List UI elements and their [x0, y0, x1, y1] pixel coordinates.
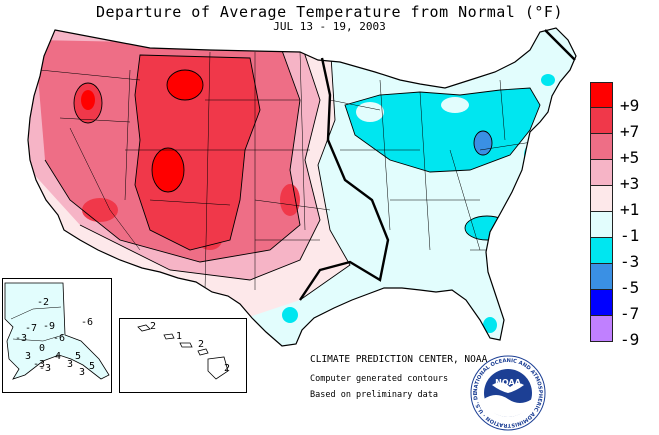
legend-swatch [590, 264, 613, 290]
alaska-label: -9 [43, 321, 56, 332]
alaska-label: -3 [15, 333, 28, 344]
legend-item: -3 [590, 238, 659, 270]
legend-item: +5 [590, 134, 659, 166]
hawaii-shape [137, 324, 229, 380]
legend-label: -5 [620, 278, 640, 297]
legend-label: -3 [620, 252, 640, 271]
legend-label: +9 [620, 96, 640, 115]
alaska-label: 5 [75, 351, 82, 362]
legend-swatch [590, 290, 613, 316]
legend-swatch [590, 134, 613, 160]
legend-swatch [590, 82, 613, 108]
alaska-shape [4, 282, 110, 380]
alaska-label: -2 [37, 297, 50, 308]
noaa-logo: NATIONAL OCEANIC AND ATMOSPHERIC ADMINIS… [470, 355, 546, 431]
alaska-label: -3 [39, 363, 52, 374]
alaska-label: -7 [25, 323, 38, 334]
legend-swatch [590, 160, 613, 186]
hawaii-label: 2 [198, 339, 205, 350]
note-line: Computer generated contours [310, 374, 449, 384]
legend-item: +9 [590, 82, 659, 114]
legend-swatch [590, 186, 613, 212]
noaa-text: NOAA [495, 378, 521, 387]
legend: +9 +7 +5 +3 +1 -1 -3 -5 -7 -9 [590, 82, 659, 348]
alaska-label: 5 [89, 361, 96, 372]
legend-swatch [590, 316, 613, 342]
legend-swatch [590, 108, 613, 134]
legend-item: -7 [590, 290, 659, 322]
legend-item: -1 [590, 212, 659, 244]
alaska-label: 4 [55, 351, 62, 362]
alaska-label: 0 [39, 343, 46, 354]
legend-label: +1 [620, 200, 640, 219]
alaska-label: 3 [79, 367, 86, 378]
legend-item: -9 [590, 316, 659, 348]
legend-swatch [590, 238, 613, 264]
zero-contour [299, 57, 390, 301]
legend-swatch [590, 212, 613, 238]
legend-item: +7 [590, 108, 659, 140]
legend-label: -1 [620, 226, 640, 245]
alaska-label: -6 [53, 333, 66, 344]
legend-label: +3 [620, 174, 640, 193]
hawaii-label: 2 [150, 321, 157, 332]
hawaii-label: 1 [176, 331, 183, 342]
date-range: JUL 13 - 19, 2003 [273, 20, 386, 33]
legend-label: +7 [620, 122, 640, 141]
alaska-label: -6 [81, 317, 94, 328]
note-line: Based on preliminary data [310, 390, 438, 400]
legend-item: +1 [590, 186, 659, 218]
alaska-label: 3 [25, 351, 32, 362]
legend-item: +3 [590, 160, 659, 192]
hawaii-label: 2 [224, 363, 231, 374]
alaska-inset: -2 -6 -7 -9 -3 -6 0 3 5 -3 4 3 -3 3 5 [2, 278, 112, 393]
legend-label: -7 [620, 304, 640, 323]
alaska-label: 3 [67, 359, 74, 370]
state-borders [39, 51, 546, 291]
page-title: Departure of Average Temperature from No… [95, 3, 563, 21]
legend-label: -9 [620, 330, 640, 349]
alaska-label: -3 [33, 359, 46, 370]
legend-label: +5 [620, 148, 640, 167]
credit-line: CLIMATE PREDICTION CENTER, NOAA [310, 354, 488, 365]
hawaii-inset: 2 1 2 2 [119, 318, 247, 393]
legend-item: -5 [590, 264, 659, 296]
